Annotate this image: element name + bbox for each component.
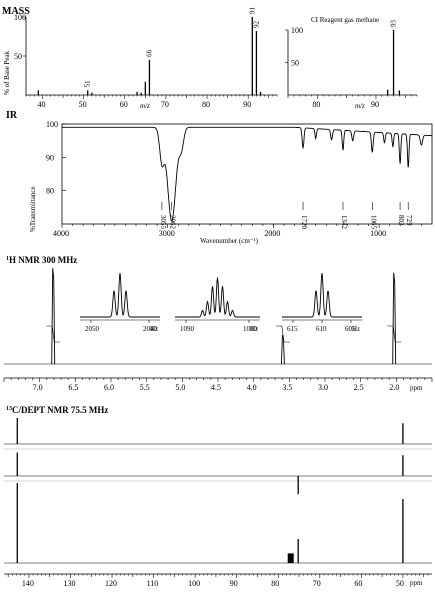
- h-tick-label: 2.0: [389, 383, 399, 392]
- h-peak: [392, 272, 397, 365]
- ir-xlabel: Wavenumber (cm⁻¹): [200, 237, 259, 245]
- h-nmr-panel: 1H NMR 300 MHz 7.0 6.5 6.0 5.5 5.0 4.5 4.0 3.5 3…: [3, 255, 433, 392]
- c-tick-label: 130: [63, 579, 75, 588]
- h-tick-label: 5.0: [175, 383, 185, 392]
- x-tick-label: 40: [37, 100, 45, 109]
- c-tick-label: 50: [396, 579, 404, 588]
- h-nmr-title: 1H NMR 300 MHz: [6, 255, 77, 265]
- c-nmr-title: 13C/DEPT NMR 75.5 MHz: [6, 405, 108, 415]
- h-tick-label: 4.5: [211, 383, 221, 392]
- ir-x-tick-label: 2000: [264, 229, 280, 238]
- inset-unit: Hz: [250, 325, 258, 333]
- inset-tick-label: 2050: [85, 325, 100, 333]
- h-tick-label: 3.5: [282, 383, 292, 392]
- band-label: 3055: [159, 215, 167, 230]
- h-integral: [46, 325, 61, 343]
- mass-xlabel: m/z: [140, 102, 150, 110]
- h-integral: [275, 325, 290, 343]
- h-peak: [51, 267, 56, 365]
- h-tick-label: 5.5: [140, 383, 150, 392]
- ci-title: CI Reagent gas methane: [311, 16, 379, 24]
- y-tick-label: 100: [291, 26, 303, 35]
- mass-ci-panel: CI Reagent gas methane 100 50 80 90 93 m/z: [285, 16, 418, 110]
- mass-ylabel: % of Base Peak: [3, 50, 11, 95]
- h-tick-label: 3.0: [318, 383, 328, 392]
- ir-x-tick-label: 1000: [370, 229, 386, 238]
- inset-tick-label: 610: [316, 325, 327, 333]
- c-tick-label: 90: [230, 579, 238, 588]
- x-tick-label: 70: [161, 100, 169, 109]
- x-tick-label: 80: [312, 100, 320, 109]
- mass-ci-plot: 100 50 80 90 93: [285, 20, 418, 109]
- ir-y-tick-label: 90: [46, 153, 54, 162]
- c-tick-label: 70: [313, 579, 321, 588]
- x-tick-label: 80: [202, 100, 210, 109]
- h-nmr-plot: 7.0 6.5 6.0 5.5 5.0 4.5 4.0 3.5 3.0 2.5 2.0 2050 204…: [3, 267, 433, 392]
- c-solvent-peak: [287, 553, 294, 563]
- ir-ylabel: %Transmittance: [29, 186, 37, 232]
- mass-ei-panel: MASS % of Base Peak 100 50 40 50 60 70 80 90 51 6…: [2, 6, 278, 110]
- x-tick-label: 90: [243, 100, 251, 109]
- y-tick-label: 50: [14, 52, 22, 61]
- c-tick-label: 140: [22, 579, 34, 588]
- band-label: 1720: [300, 215, 308, 230]
- y-tick-label: 100: [14, 13, 26, 22]
- h-tick-label: 6.5: [68, 383, 78, 392]
- x-tick-label: 60: [120, 100, 128, 109]
- h-tick-label: 6.0: [104, 383, 114, 392]
- band-label: 1065: [369, 215, 377, 230]
- inset-tick-label: 1090: [180, 325, 195, 333]
- x-tick-label: 90: [371, 100, 379, 109]
- inset-trace: [175, 277, 260, 318]
- mass-ei-plot: 100 50 40 50 60 70 80 90 51 66 91 92: [14, 7, 278, 109]
- c-tick-label: 80: [271, 579, 279, 588]
- peak-label: 66: [145, 49, 153, 57]
- inset-tick-label: 605: [345, 325, 356, 333]
- ir-trace: [62, 126, 432, 222]
- mass-title: MASS: [2, 6, 30, 17]
- ir-x-tick-label: 3000: [159, 229, 175, 238]
- inset-trace: [282, 272, 362, 318]
- ir-frame: [61, 123, 433, 225]
- inset-trace: [80, 272, 160, 318]
- ir-y-tick-label: 100: [46, 120, 58, 129]
- band-label: 725: [405, 215, 413, 226]
- h-peak: [280, 335, 285, 365]
- h-tick-label: 2.5: [354, 383, 364, 392]
- h-tick-label: 4.0: [247, 383, 257, 392]
- ir-title: IR: [6, 110, 18, 121]
- h-integral: [387, 325, 402, 343]
- c-tick-label: 100: [188, 579, 200, 588]
- inset-unit: Hz: [150, 325, 158, 333]
- inset-tick-label: 1080: [243, 325, 258, 333]
- c-tick-label: 110: [147, 579, 159, 588]
- band-label: 2962: [169, 215, 177, 230]
- band-label: 1342: [340, 215, 348, 230]
- c-tick-label: 60: [354, 579, 362, 588]
- c-tick-label: 120: [105, 579, 117, 588]
- h-tick-label: 7.0: [33, 383, 43, 392]
- c-nmr-xlabel: ppm: [410, 579, 423, 587]
- peak-label: 51: [84, 80, 92, 88]
- peak-label: 93: [390, 20, 398, 28]
- inset-tick-label: 615: [287, 325, 298, 333]
- ci-xlabel: m/z: [355, 102, 365, 110]
- peak-label: 91: [248, 7, 256, 14]
- ir-y-tick-label: 80: [46, 187, 54, 196]
- mass-axes: [287, 30, 417, 96]
- y-tick-label: 50: [291, 59, 299, 68]
- peak-label: 92: [252, 21, 260, 29]
- inset-tick-label: 2040: [143, 325, 158, 333]
- inset-unit: Hz: [352, 325, 360, 333]
- c-nmr-panel: 13C/DEPT NMR 75.5 MHz 140 130 120 110 100 90 8…: [4, 405, 432, 588]
- h-nmr-xlabel: ppm: [410, 384, 423, 392]
- band-label: 802: [397, 215, 405, 226]
- x-tick-label: 50: [79, 100, 87, 109]
- c-nmr-plot: 140130120110100908070605040: [4, 418, 432, 588]
- ir-plot: 100 90 80 4000 3000 2000 1000 3055 2962 1720 1342 1…: [46, 120, 433, 238]
- ir-x-tick-label: 4000: [53, 229, 69, 238]
